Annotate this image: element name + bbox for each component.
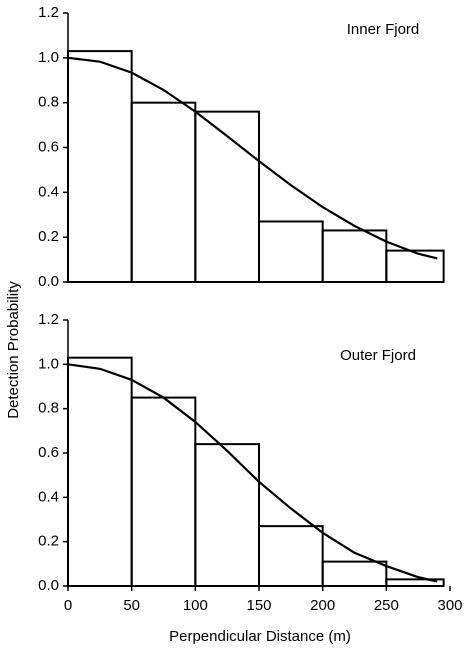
y-tick-label: 0.4 [38, 183, 59, 200]
x-axis-label: Perpendicular Distance (m) [169, 628, 351, 645]
x-tick-label: 100 [183, 597, 208, 614]
y-tick-label: 0.6 [38, 444, 59, 461]
histogram-bar [321, 229, 388, 283]
x-tick-label: 0 [64, 597, 72, 614]
fitted-curve [67, 363, 438, 583]
y-tick-label: 1.0 [38, 355, 59, 372]
panel-annotation: Outer Fjord [340, 347, 416, 364]
histogram-bar [321, 560, 388, 587]
histogram-bar [130, 101, 197, 283]
x-tick-label: 300 [437, 597, 462, 614]
y-tick-label: 0.6 [38, 138, 59, 155]
histogram-bar [194, 443, 260, 587]
y-tick-label: 0.0 [38, 577, 59, 594]
histogram-bar [130, 396, 197, 588]
y-tick-label: 1.0 [38, 49, 59, 66]
histogram-bar [385, 249, 445, 284]
y-tick-label: 0.0 [38, 273, 59, 290]
histogram-bar [258, 525, 324, 588]
histogram-bar [258, 220, 324, 284]
x-tick-label: 150 [246, 597, 271, 614]
y-tick-label: 0.2 [38, 228, 59, 245]
x-tick-label: 250 [374, 597, 399, 614]
y-tick-label: 1.2 [38, 4, 59, 21]
histogram-bar [67, 50, 133, 283]
y-axis-label: Detection Probability [5, 281, 22, 419]
fitted-curve [67, 56, 438, 260]
y-tick-label: 0.4 [38, 488, 59, 505]
histogram-bar [67, 356, 133, 587]
y-tick-label: 0.8 [38, 94, 59, 111]
y-tick-label: 1.2 [38, 311, 59, 328]
x-tick-label: 50 [123, 597, 140, 614]
panel-annotation: Inner Fjord [347, 21, 420, 38]
y-tick-label: 0.2 [38, 533, 59, 550]
y-tick-label: 0.8 [38, 400, 59, 417]
x-tick-label: 200 [310, 597, 335, 614]
